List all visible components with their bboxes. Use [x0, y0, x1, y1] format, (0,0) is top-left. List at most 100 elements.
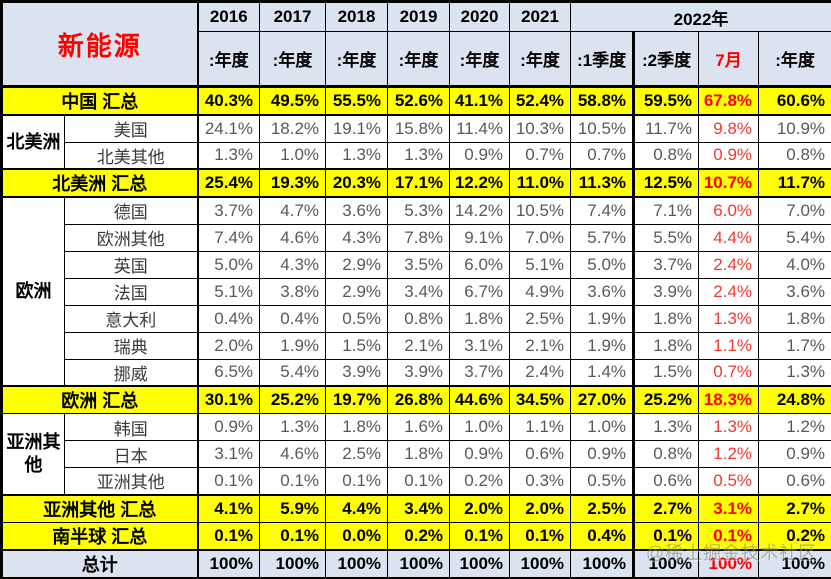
summary-label: 南半球 汇总: [0, 521, 199, 550]
value-cell: 24.8%: [758, 385, 831, 414]
value-cell: 1.7%: [758, 331, 831, 360]
value-cell: 100%: [197, 548, 261, 579]
region-label: 北美洲: [1, 114, 65, 170]
value-cell: 0.7%: [570, 141, 636, 170]
value-cell: 9.1%: [449, 223, 511, 252]
value-cell: 4.9%: [509, 277, 572, 306]
total-row: 总计 100% 100% 100% 100% 100% 100% 100% 100% 100% 10…: [0, 548, 831, 579]
value-cell: 7.4%: [197, 223, 261, 252]
year-header: 2019: [387, 1, 451, 32]
table-row: 北美其他 1.3% 1.0% 1.3% 1.3% 0.9% 0.7% 0.7% 0.8% 0.9%…: [2, 141, 831, 170]
value-cell: 2.1%: [387, 331, 451, 360]
value-cell: 17.1%: [387, 168, 451, 198]
value-cell: 4.6%: [259, 440, 327, 468]
summary-label: 北美洲 汇总: [0, 168, 199, 198]
value-cell: 0.6%: [633, 467, 700, 495]
period-header: :2季度: [633, 31, 700, 88]
country-label: 英国: [63, 250, 199, 279]
value-cell: 100%: [570, 548, 636, 579]
value-cell: 2.5%: [509, 304, 572, 333]
value-cell: 100%: [758, 548, 831, 579]
country-label: 日本: [63, 440, 199, 468]
value-cell: 2.0%: [197, 331, 261, 360]
value-cell: 0.9%: [197, 413, 261, 441]
value-cell: 0.9%: [570, 440, 636, 468]
period-header: :年度: [509, 31, 572, 88]
value-cell: 11.7%: [633, 114, 700, 143]
value-cell: 19.3%: [259, 168, 327, 198]
value-cell: 26.8%: [387, 385, 451, 414]
value-cell: 5.1%: [197, 277, 261, 306]
value-cell: 100%: [259, 548, 327, 579]
value-cell: 1.3%: [758, 358, 831, 387]
region-label: 欧洲: [1, 196, 65, 387]
period-header: :年度: [387, 31, 451, 88]
value-cell: 19.1%: [325, 114, 389, 143]
value-cell: 5.7%: [570, 223, 636, 252]
value-cell: 3.5%: [387, 250, 451, 279]
table-row: 意大利 0.4% 0.4% 0.5% 0.8% 1.8% 2.5% 1.9% 1.8% 1.3% 1…: [2, 304, 831, 333]
value-cell: 12.5%: [633, 168, 700, 198]
value-cell: 0.1%: [449, 521, 511, 550]
value-cell: 0.2%: [758, 521, 831, 550]
value-cell: 34.5%: [509, 385, 572, 414]
value-cell: 7.4%: [570, 196, 636, 225]
value-cell: 11.3%: [570, 168, 636, 198]
value-cell: 100%: [449, 548, 511, 579]
value-cell: 2.4%: [509, 358, 572, 387]
value-cell: 11.4%: [449, 114, 511, 143]
value-cell: 20.3%: [325, 168, 389, 198]
value-cell: 2.4%: [698, 250, 760, 279]
value-cell: 0.7%: [509, 141, 572, 170]
summary-label: 欧洲 汇总: [0, 385, 199, 414]
value-cell: 2.9%: [325, 277, 389, 306]
value-cell: 55.5%: [325, 86, 389, 116]
value-cell: 4.4%: [325, 493, 389, 523]
table-body: 中国 汇总 40.3% 49.5% 55.5% 52.6% 41.1% 52.4% 58.8%…: [0, 86, 831, 579]
year-header: 2016: [197, 1, 261, 32]
country-label: 挪威: [63, 358, 199, 387]
value-cell: 10.3%: [509, 114, 572, 143]
table-row: 挪威 6.5% 5.4% 3.9% 3.9% 3.7% 2.4% 1.4% 1.5% 0.7% 1.…: [2, 358, 831, 387]
period-header: :年度: [259, 31, 327, 88]
year-header: 2017: [259, 1, 327, 32]
table-row: 欧洲其他 7.4% 4.6% 4.3% 7.8% 9.1% 7.0% 5.7% 5.5% 4.4%…: [2, 223, 831, 252]
value-cell: 25.2%: [633, 385, 700, 414]
value-cell: 6.7%: [449, 277, 511, 306]
table-row: 北美洲 美国 24.1% 18.2% 19.1% 15.8% 11.4% 10.3% 10.5%…: [1, 114, 831, 170]
value-cell: 5.4%: [758, 223, 831, 252]
value-cell: 1.8%: [449, 304, 511, 333]
value-cell: 9.8%: [698, 114, 760, 143]
summary-row: 南半球 汇总 0.1% 0.1% 0.0% 0.2% 0.1% 0.1% 0.4% 0.1% 0.…: [0, 521, 831, 550]
country-label: 韩国: [63, 413, 199, 441]
value-cell: 5.0%: [570, 250, 636, 279]
value-cell: 2.7%: [633, 493, 700, 523]
period-header-july: 7月: [698, 31, 760, 88]
value-cell: 0.2%: [449, 467, 511, 495]
table-row: 瑞典 2.0% 1.9% 1.5% 2.1% 3.1% 2.1% 1.9% 1.8% 1.1% 1.…: [2, 331, 831, 360]
country-label: 美国: [63, 114, 199, 143]
value-cell: 5.9%: [259, 493, 327, 523]
value-cell: 0.8%: [387, 304, 451, 333]
value-cell: 4.3%: [325, 223, 389, 252]
value-cell: 10.5%: [509, 196, 572, 225]
value-cell: 1.3%: [325, 141, 389, 170]
value-cell: 1.3%: [387, 141, 451, 170]
value-cell: 3.9%: [633, 277, 700, 306]
year-header-row: 新能源 2016 2017 2018 2019 2020 2021 2022年: [0, 1, 831, 88]
value-cell: 5.4%: [259, 358, 327, 387]
table-row: 亚洲其他 0.1% 0.1% 0.1% 0.1% 0.2% 0.3% 0.5% 0.6% 0.5%…: [2, 467, 831, 495]
value-cell: 100%: [633, 548, 700, 579]
value-cell: 2.4%: [698, 277, 760, 306]
value-cell: 0.1%: [633, 521, 700, 550]
value-cell: 44.6%: [449, 385, 511, 414]
value-cell: 0.5%: [698, 467, 760, 495]
value-cell: 2.5%: [570, 493, 636, 523]
value-cell: 0.1%: [325, 467, 389, 495]
value-cell: 0.1%: [509, 521, 572, 550]
value-cell: 0.9%: [758, 440, 831, 468]
value-cell: 0.5%: [570, 467, 636, 495]
value-cell: 1.1%: [698, 331, 760, 360]
value-cell: 67.8%: [698, 86, 760, 116]
value-cell: 100%: [509, 548, 572, 579]
